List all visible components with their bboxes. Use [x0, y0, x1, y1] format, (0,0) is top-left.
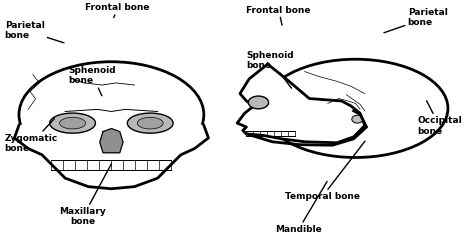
- Text: Sphenoid
bone: Sphenoid bone: [246, 51, 294, 88]
- Ellipse shape: [137, 117, 163, 129]
- Circle shape: [263, 59, 448, 158]
- Text: Maxillary
bone: Maxillary bone: [60, 164, 111, 226]
- Polygon shape: [237, 64, 365, 143]
- Text: Frontal bone: Frontal bone: [85, 3, 150, 18]
- Ellipse shape: [50, 113, 95, 133]
- Text: Mandible: Mandible: [275, 181, 327, 234]
- Text: Occipital
bone: Occipital bone: [417, 101, 462, 136]
- Text: Zygomatic
bone: Zygomatic bone: [5, 118, 58, 153]
- Text: Parietal
bone: Parietal bone: [5, 21, 64, 43]
- Ellipse shape: [248, 96, 269, 109]
- Ellipse shape: [60, 117, 85, 129]
- Text: Frontal bone: Frontal bone: [246, 6, 311, 25]
- Polygon shape: [100, 129, 123, 153]
- Polygon shape: [14, 125, 209, 189]
- Text: Parietal
bone: Parietal bone: [384, 8, 447, 33]
- Text: Sphenoid
bone: Sphenoid bone: [69, 66, 116, 96]
- Ellipse shape: [352, 115, 363, 123]
- Ellipse shape: [19, 62, 204, 168]
- Text: Temporal bone: Temporal bone: [285, 141, 365, 201]
- Ellipse shape: [128, 113, 173, 133]
